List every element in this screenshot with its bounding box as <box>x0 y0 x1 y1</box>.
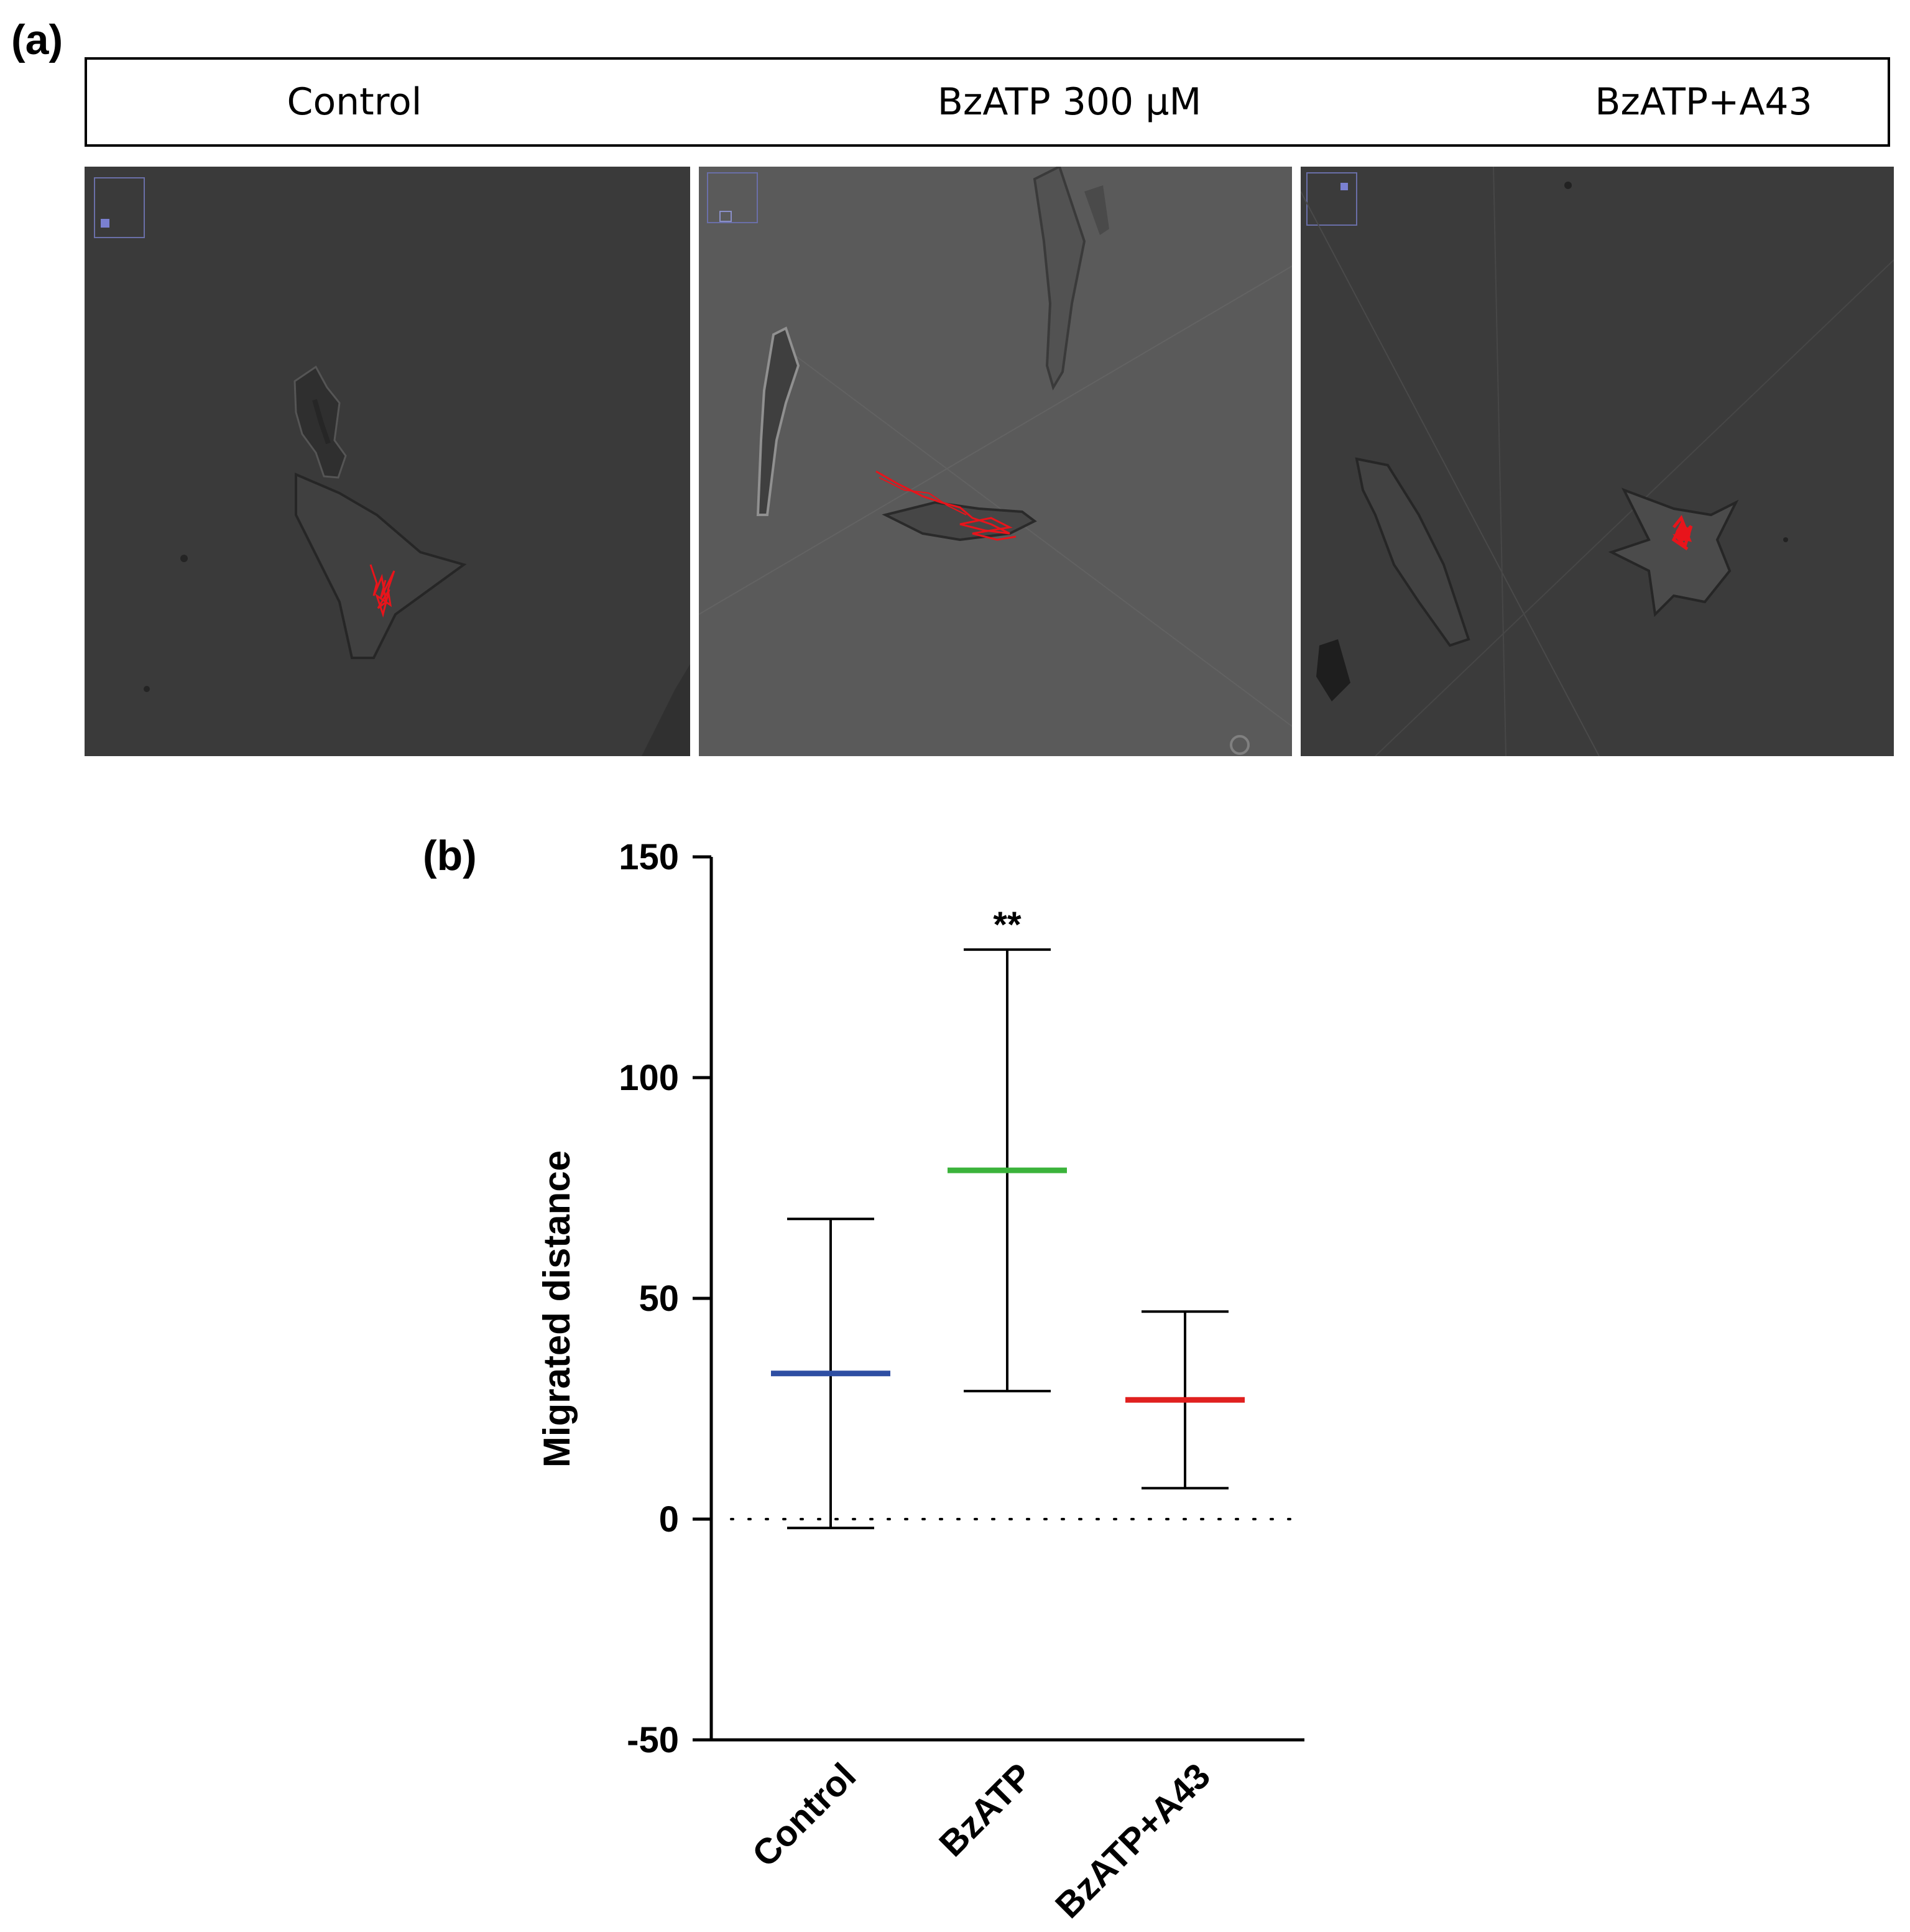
migration-chart: -50 0 50 100 150 ** Control BzATP BzATP+A43 Mi… <box>536 837 1304 1926</box>
mean-error-series: ** <box>771 905 1245 1530</box>
significance-annotation: ** <box>993 905 1022 945</box>
panel-a-label: (a) <box>11 16 63 63</box>
roi-box-icon <box>94 177 145 238</box>
x-tick-label: BzATP+A43 <box>1048 1755 1218 1926</box>
y-tick-label: 100 <box>619 1058 679 1098</box>
panel-b-label: (b) <box>423 832 477 879</box>
header-control: Control <box>287 80 422 124</box>
cell-shape <box>756 326 800 516</box>
x-tick-label: BzATP <box>931 1755 1040 1864</box>
roi-marker-icon <box>1340 183 1348 190</box>
x-axis: Control BzATP BzATP+A43 <box>711 1738 1304 1926</box>
micrograph-control <box>85 167 690 756</box>
roi-marker-icon <box>101 219 109 228</box>
micrograph-bzatp-a43 <box>1301 167 1894 756</box>
roi-box-icon <box>1306 172 1357 226</box>
cell-track <box>875 470 1017 541</box>
cell-shape <box>1355 457 1470 647</box>
y-tick-label: 150 <box>619 837 679 877</box>
y-axis: -50 0 50 100 150 <box>619 837 713 1760</box>
x-tick-label: Control <box>744 1755 864 1875</box>
cell-track <box>1671 515 1693 551</box>
y-axis-label: Migrated distance <box>536 1150 578 1467</box>
cell-shape <box>1608 488 1739 617</box>
cell-track <box>369 564 395 618</box>
y-tick-label: 50 <box>639 1278 679 1319</box>
header-bzatp: BzATP 300 μM <box>937 80 1202 124</box>
cell-shape <box>1033 167 1086 391</box>
cell-shape <box>295 472 467 659</box>
condition-header: Control BzATP 300 μM BzATP+A43 <box>85 57 1890 147</box>
micrograph-bzatp <box>699 167 1292 756</box>
y-tick-label: -50 <box>627 1720 679 1760</box>
header-bzatp-a43: BzATP+A43 <box>1595 80 1812 124</box>
y-tick-label: 0 <box>659 1499 679 1540</box>
roi-box-icon <box>707 172 758 223</box>
roi-marker-icon <box>719 211 732 222</box>
